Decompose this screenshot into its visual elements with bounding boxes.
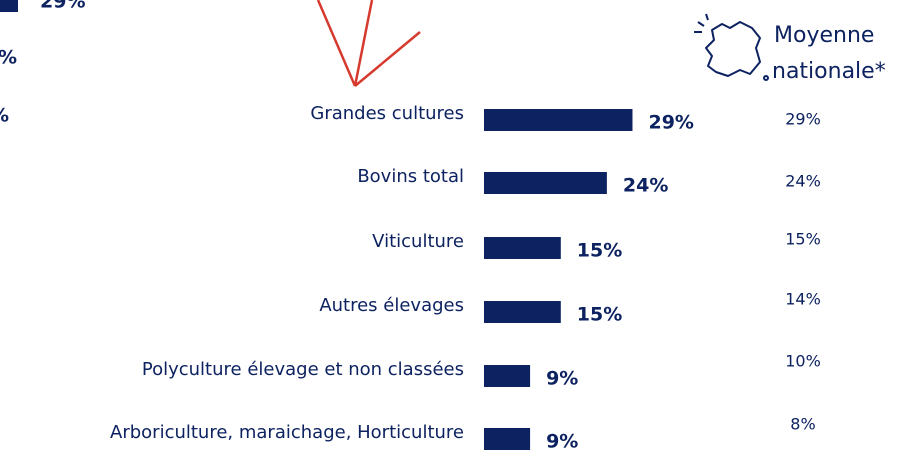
value-label: 15% bbox=[577, 240, 622, 262]
value-label: 9% bbox=[546, 431, 578, 451]
category-label: Polyculture élevage et non classées bbox=[142, 359, 464, 380]
decoration bbox=[316, 0, 421, 87]
category-label: Grandes cultures bbox=[310, 103, 464, 124]
fragment: % bbox=[0, 105, 9, 127]
reference-label: 24% bbox=[785, 172, 821, 191]
reference-label: 29% bbox=[785, 110, 821, 129]
value-label: 29% bbox=[648, 112, 693, 134]
category-label: Viticulture bbox=[372, 231, 464, 252]
bar bbox=[484, 237, 561, 259]
reference-label: 10% bbox=[785, 352, 821, 371]
bar bbox=[484, 301, 561, 323]
reference-label: 8% bbox=[790, 415, 815, 434]
category-label: Bovins total bbox=[357, 166, 464, 187]
bar bbox=[484, 172, 607, 194]
reference-label: 15% bbox=[785, 230, 821, 249]
reference-title: Moyenne nationale* bbox=[772, 23, 886, 84]
category-label: Arboriculture, maraichage, Horticulture bbox=[110, 422, 464, 443]
value-label: 24% bbox=[623, 175, 668, 197]
bar bbox=[484, 428, 531, 450]
bar bbox=[484, 109, 633, 131]
value-label: 15% bbox=[577, 304, 622, 326]
fragment: % bbox=[0, 47, 17, 69]
bar bbox=[484, 365, 531, 387]
france-icon bbox=[694, 13, 769, 81]
category-label: Autres élevages bbox=[319, 295, 464, 316]
cropped-bar bbox=[0, 0, 18, 12]
reference-label: 14% bbox=[785, 290, 821, 309]
fragment: 29% bbox=[40, 0, 85, 13]
value-label: 9% bbox=[546, 368, 578, 390]
